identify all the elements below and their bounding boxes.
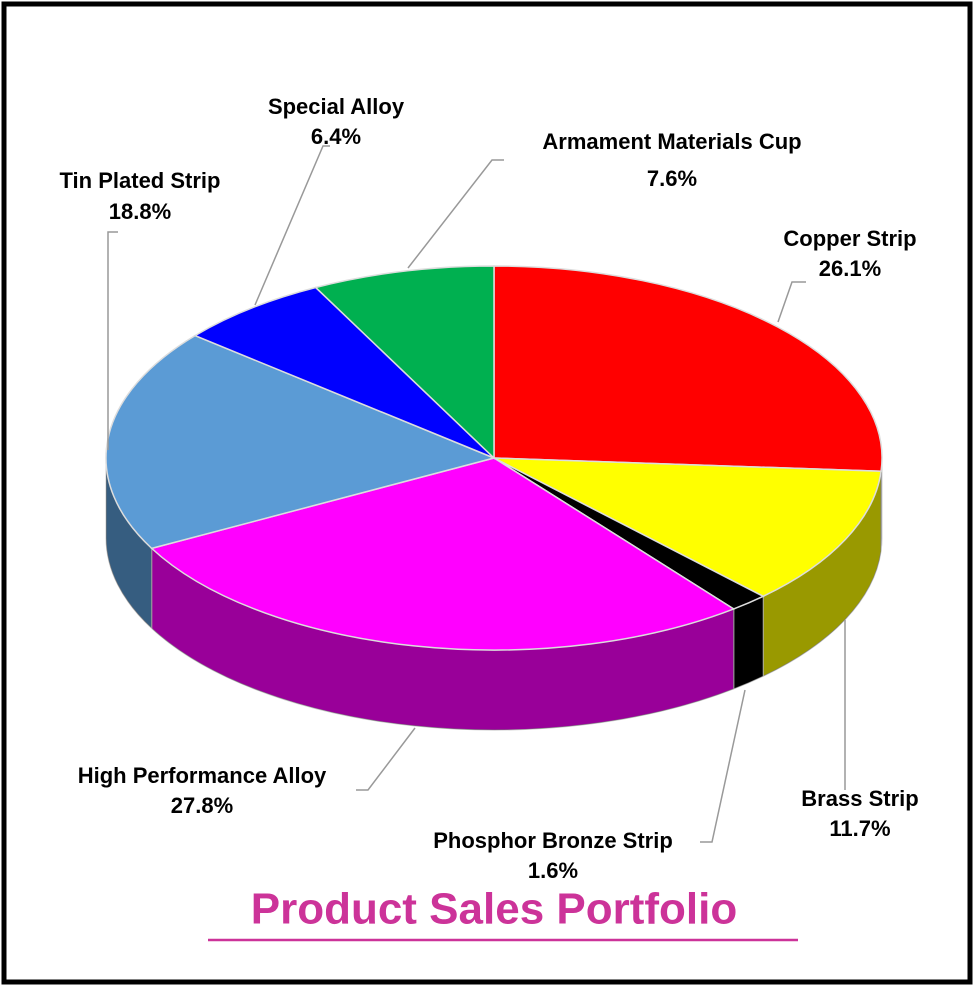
- slice-value-label: 6.4%: [311, 124, 361, 149]
- leader-line: [254, 145, 330, 306]
- slice-value-label: 7.6%: [647, 166, 697, 191]
- pie-slice: [150, 457, 736, 651]
- slice-side-shade: [733, 596, 764, 689]
- leader-line: [700, 689, 746, 843]
- slice-value-label: 18.8%: [109, 199, 171, 224]
- slice-value-label: 1.6%: [528, 858, 578, 883]
- leader-line: [356, 727, 416, 791]
- chart-title: Product Sales Portfolio: [251, 885, 738, 934]
- slice-label: Phosphor Bronze Strip: [433, 828, 673, 853]
- pie-slice: [493, 457, 882, 598]
- slice-label: Special Alloy: [268, 94, 405, 119]
- slice-side-shade: [106, 458, 152, 629]
- slice-side-shade: [763, 471, 882, 677]
- slice-side-shade: [151, 548, 734, 731]
- pie-slice: [314, 265, 495, 460]
- pie-slice: [193, 286, 495, 459]
- slice-value-label: 27.8%: [171, 793, 233, 818]
- leader-line: [107, 231, 118, 450]
- slice-label: High Performance Alloy: [78, 763, 327, 788]
- leader-line: [407, 159, 504, 269]
- pie-tops: [105, 265, 883, 651]
- leader-line: [777, 281, 806, 323]
- slice-label: Tin Plated Strip: [60, 168, 221, 193]
- pie-slice: [493, 265, 883, 473]
- slice-label: Copper Strip: [783, 226, 916, 251]
- slice-value-label: 26.1%: [819, 256, 881, 281]
- slice-value-label: 11.7%: [829, 816, 890, 841]
- labels: Copper Strip 26.1% Brass Strip 11.7% Phospho…: [60, 94, 919, 883]
- slice-label: Brass Strip: [801, 786, 918, 811]
- pie-sides: [105, 457, 883, 731]
- slice-label: Armament Materials Cup: [542, 129, 801, 154]
